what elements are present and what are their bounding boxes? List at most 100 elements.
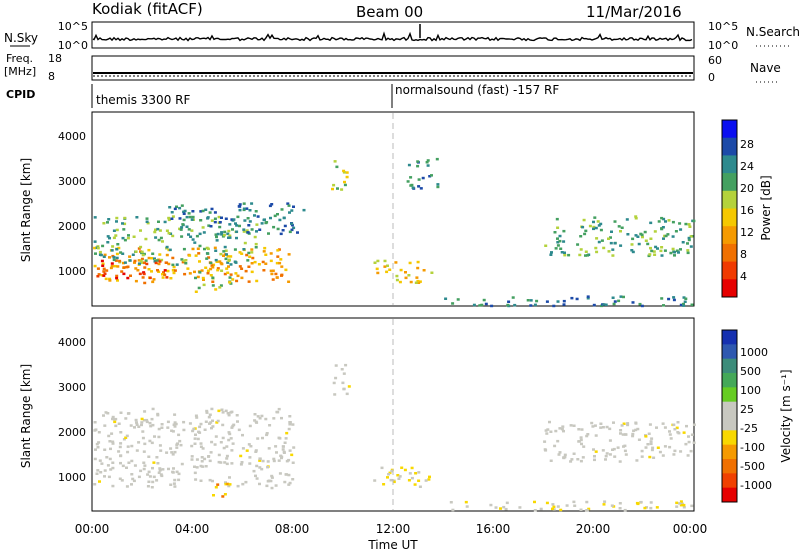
power-cell [563, 251, 566, 254]
power-cell [631, 250, 635, 254]
velocity-cell [254, 420, 258, 424]
power-cell [145, 262, 149, 266]
velocity-cell [256, 437, 260, 440]
velocity-cell [649, 442, 653, 446]
velocity-cell [687, 440, 691, 444]
power-cell [137, 259, 141, 262]
power-cell [210, 207, 214, 211]
velocity-cell [593, 458, 596, 462]
power-cell [141, 276, 145, 279]
power-cell [137, 247, 141, 250]
velocity-cell [203, 428, 207, 431]
velocity-cell [561, 425, 565, 428]
velocity-cell [169, 447, 173, 450]
power-cell [478, 304, 482, 307]
power-cell [106, 221, 109, 224]
velocity-cell [622, 422, 626, 425]
power-cell [232, 218, 236, 221]
velocity-cell [193, 465, 196, 468]
velocity-colorbar-swatch [722, 358, 737, 374]
power-cell [224, 257, 228, 261]
power-cell [180, 235, 184, 238]
velocity-cell [651, 446, 655, 450]
power-cell [271, 278, 275, 281]
velocity-cell [556, 439, 560, 443]
velocity-cell [197, 430, 201, 434]
power-cell [238, 203, 242, 206]
velocity-cell [208, 413, 212, 416]
power-cell [121, 236, 125, 240]
velocity-cell [111, 442, 115, 445]
power-cell [675, 249, 679, 252]
power-cell [138, 262, 141, 265]
velocity-cell [333, 393, 337, 396]
velocity-region-5 [449, 500, 694, 512]
velocity-cell [173, 425, 177, 428]
power-cell [189, 235, 193, 238]
power-cell [215, 260, 219, 263]
power-region-3 [194, 268, 233, 293]
velocity-cell [601, 449, 605, 452]
power-colorbar-frame [721, 119, 738, 298]
power-cell [272, 225, 276, 229]
power-ytick-3000: 3000 [58, 175, 86, 188]
power-cell [199, 210, 203, 213]
power-cell [395, 274, 399, 278]
velocity-cell [141, 436, 145, 440]
power-cell [157, 220, 160, 223]
velocity-cell [122, 438, 126, 441]
velocity-cell [545, 501, 549, 505]
velocity-cell [157, 427, 161, 431]
velocity-cell [585, 509, 589, 512]
power-cell [245, 207, 249, 210]
power-cell [154, 228, 157, 231]
power-cell [93, 216, 97, 219]
power-data-layer [93, 157, 696, 308]
date-title: 11/Mar/2016 [586, 3, 682, 21]
power-cell [408, 261, 412, 265]
power-cell [147, 268, 151, 271]
velocity-cell [270, 476, 274, 479]
velocity-cell [106, 464, 110, 467]
power-colorbar-swatch [722, 226, 737, 245]
velocity-cell [397, 477, 401, 480]
power-cell [544, 244, 548, 247]
velocity-cell [268, 424, 272, 427]
power-cell [421, 176, 425, 180]
velocity-cell [292, 446, 296, 449]
velocity-cell [230, 449, 234, 452]
power-cell [563, 253, 567, 257]
xtick-1600: 16:00 [476, 522, 511, 536]
power-cell [168, 206, 172, 209]
velocity-cell [616, 446, 620, 449]
power-cell [234, 272, 238, 275]
power-cell [567, 253, 571, 257]
power-cell [600, 239, 604, 242]
power-cell [171, 234, 175, 238]
power-cell [151, 252, 155, 255]
velocity-cell [248, 424, 252, 428]
power-cell [228, 276, 232, 279]
power-cell [407, 163, 411, 167]
velocity-cell [424, 479, 428, 482]
power-cell [134, 279, 138, 283]
velocity-cell [95, 442, 99, 446]
power-cell [286, 202, 290, 205]
velocity-cell [126, 445, 130, 448]
velocity-cell [604, 458, 607, 461]
velocity-cell [142, 450, 146, 453]
power-cell [611, 248, 615, 251]
power-cell [613, 220, 617, 223]
velocity-cell [140, 417, 144, 421]
velocity-cell [200, 460, 204, 463]
power-cell [206, 272, 210, 275]
velocity-cell [414, 472, 418, 475]
velocity-cell [400, 466, 404, 469]
nsky-tick-top: 10^5 [58, 20, 88, 33]
power-cell [251, 256, 255, 260]
power-cell [274, 272, 278, 276]
velocity-cell [111, 461, 115, 464]
power-cell [146, 221, 150, 225]
velocity-cell [151, 480, 155, 484]
velocity-cell [217, 453, 221, 457]
